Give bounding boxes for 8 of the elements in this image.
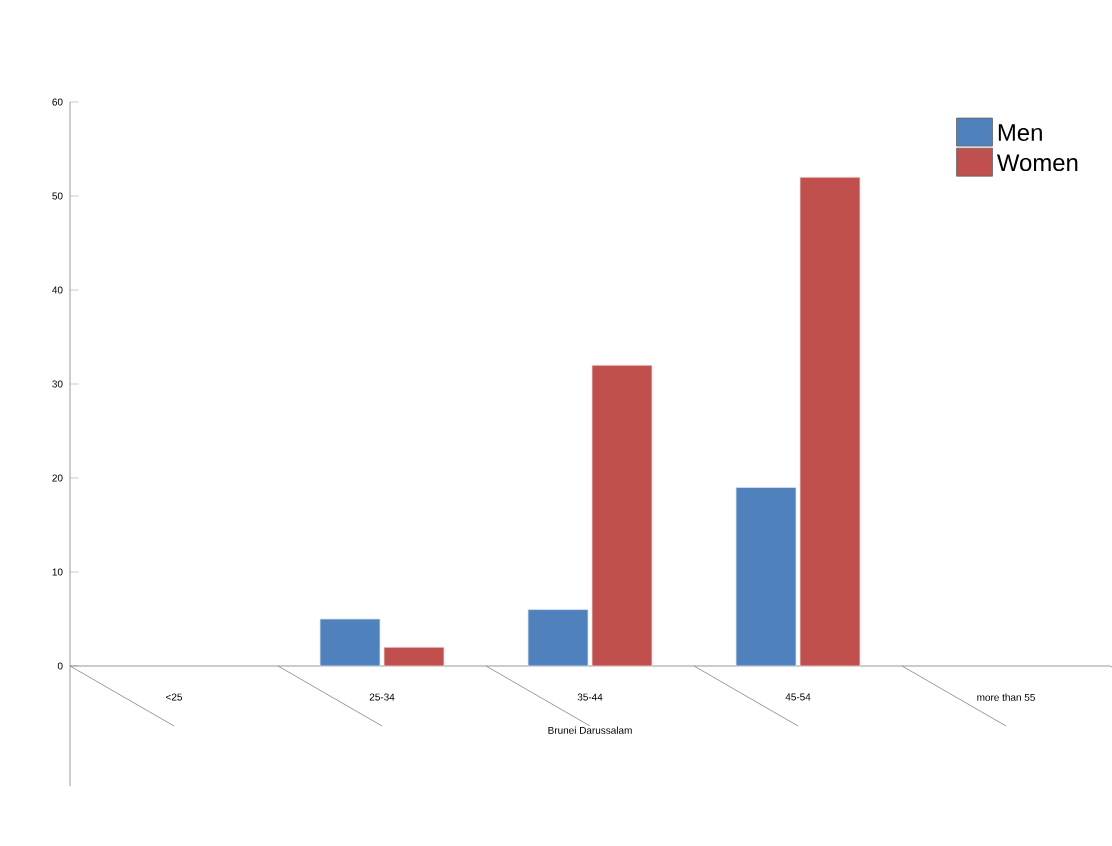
bar — [383, 646, 445, 667]
bar — [735, 487, 797, 667]
legend-label: Women — [997, 154, 1078, 172]
bar — [591, 364, 653, 667]
legend-label: Men — [998, 124, 1042, 142]
bar — [799, 176, 861, 667]
bar — [527, 609, 589, 667]
bar — [319, 618, 381, 667]
